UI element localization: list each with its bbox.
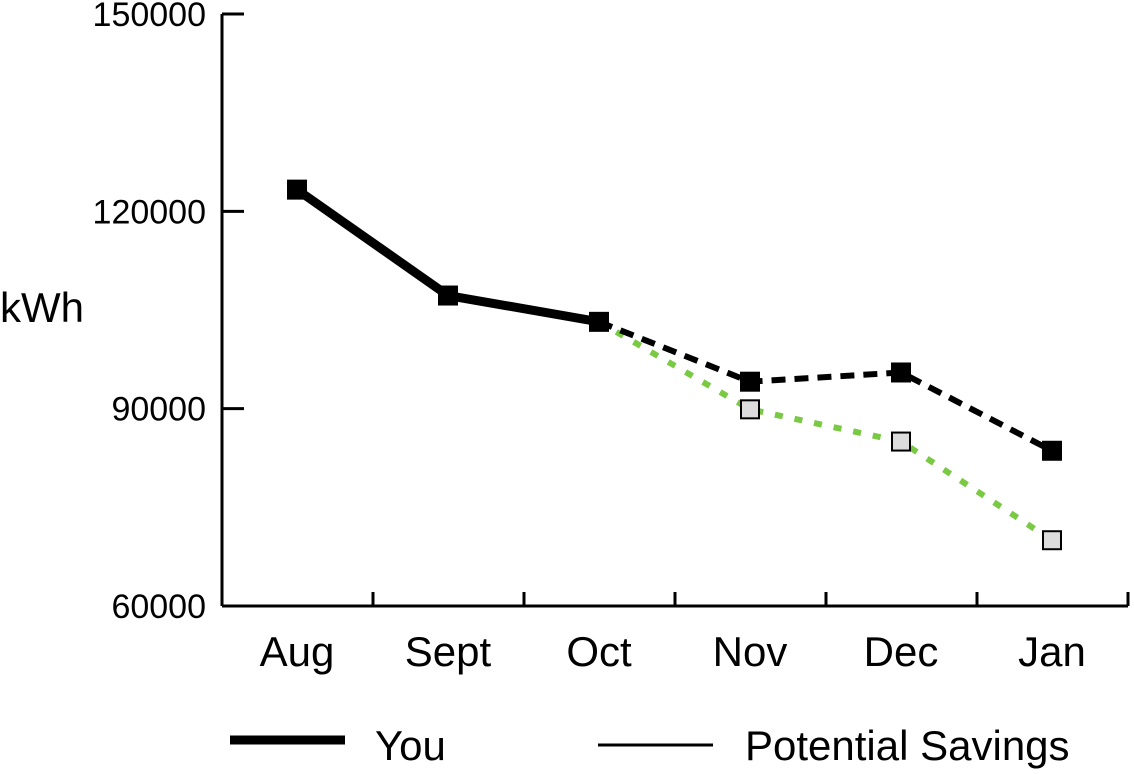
savings-point-marker [740, 399, 760, 420]
x-tick-label: Aug [260, 628, 335, 675]
labels: 150000 120000 90000 60000 Aug Sept Oct Nov Dec Ja… [0, 0, 1086, 675]
you-point-marker [287, 179, 307, 200]
you-point-marker [1042, 440, 1062, 461]
x-tick-label: Jan [1018, 628, 1086, 675]
axes [220, 12, 1130, 608]
you-point-marker [740, 371, 760, 392]
markers [287, 179, 1062, 551]
y-tick-label: 150000 [93, 0, 206, 34]
legend: You Potential Savings [230, 722, 1070, 769]
legend-label-potential-savings: Potential Savings [745, 722, 1070, 769]
x-tick-label: Dec [864, 628, 939, 675]
y-axis-label: kWh [0, 284, 84, 331]
you-point-marker [589, 311, 609, 332]
y-tick-label: 120000 [93, 193, 206, 231]
series-line-potential-savings [597, 319, 1054, 543]
y-tick-label: 60000 [111, 588, 206, 626]
savings-point-marker [1042, 530, 1062, 551]
legend-label-you: You [375, 722, 446, 769]
savings-point-marker [891, 431, 911, 452]
x-tick-label: Nov [713, 628, 788, 675]
x-tick-label: Sept [405, 628, 492, 675]
you-point-marker [438, 285, 458, 306]
you-point-marker [891, 362, 911, 383]
series-line-you-projected [597, 319, 1054, 454]
y-tick-label: 90000 [111, 391, 206, 429]
series-lines [294, 185, 1054, 543]
x-tick-label: Oct [566, 628, 632, 675]
